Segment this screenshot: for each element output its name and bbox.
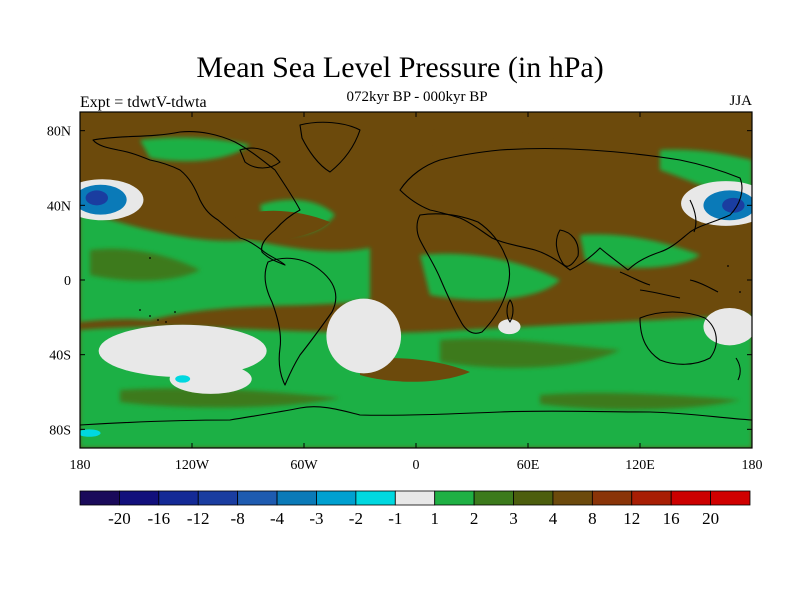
colorbar-swatch [316, 490, 357, 506]
colorbar-label: -2 [349, 509, 363, 528]
colorbar-label: -4 [270, 509, 285, 528]
north-pacific-low-west-core [85, 190, 109, 206]
y-tick-label: 0 [64, 274, 71, 289]
colorbar-swatch [355, 490, 396, 506]
colorbar-swatch [473, 490, 514, 506]
colorbar-label: -3 [309, 509, 323, 528]
colorbar-label: 4 [549, 509, 558, 528]
colorbar-label: 2 [470, 509, 479, 528]
x-tick-label: 60W [290, 458, 318, 473]
south-indian-decrease [498, 319, 521, 335]
colorbar-label: 12 [623, 509, 640, 528]
x-tick-label: 0 [413, 458, 420, 473]
colorbar-swatch [197, 490, 239, 506]
y-tick-label: 40S [49, 349, 71, 364]
x-tick-label: 60E [517, 458, 540, 473]
colorbar-swatch [237, 490, 278, 506]
y-tick-label: 80S [49, 423, 71, 438]
x-tick-label: 180 [742, 458, 763, 473]
x-tick-label: 120W [175, 458, 210, 473]
x-tick-label: 120E [625, 458, 655, 473]
colorbar-label: -16 [147, 509, 170, 528]
y-tick-label: 80N [47, 125, 71, 140]
y-tick-label: 40N [47, 199, 71, 214]
colorbar-swatch [710, 490, 751, 506]
south-pacific-cyan-spot [175, 375, 191, 383]
colorbar-swatch [158, 490, 199, 506]
y-axis: 80N 40N 0 40S 80S [47, 125, 752, 438]
strong-increase-zones [230, 128, 560, 382]
colorbar-label: -20 [108, 509, 131, 528]
colorbar-swatch [513, 490, 554, 506]
coastlines [80, 121, 752, 426]
south-pacific-decrease [98, 324, 267, 378]
colorbar-swatch [276, 490, 317, 506]
chart-title: Mean Sea Level Pressure (in hPa) [196, 51, 604, 84]
colorbar-label: -12 [187, 509, 210, 528]
x-axis: 180 120W 60W 0 60E 120E 180 [70, 112, 763, 473]
antarctic-cyan-spot [80, 429, 101, 437]
chart-subtitle: 072kyr BP - 000kyr BP [346, 89, 488, 105]
southwest-pacific-decrease [703, 308, 752, 346]
colorbar-swatch [670, 490, 711, 506]
colorbar-swatch [631, 490, 672, 506]
colorbar-label: 8 [588, 509, 597, 528]
colorbar: -20 -16 -12 -8 -4 -3 -2 -1 1 2 3 4 8 12 16 20 [79, 490, 751, 528]
southeast-pacific-decrease [169, 364, 252, 394]
colorbar-swatch [552, 490, 593, 506]
experiment-label: Expt = tdwtV-tdwta [80, 94, 207, 111]
colorbar-label: -1 [388, 509, 402, 528]
colorbar-label: 20 [702, 509, 719, 528]
x-tick-label: 180 [70, 458, 91, 473]
colorbar-swatch [119, 490, 160, 506]
south-atlantic-decrease [326, 298, 402, 374]
increase-zones [90, 248, 740, 410]
colorbar-swatch [394, 490, 436, 506]
island-markers [139, 257, 741, 323]
colorbar-label: 1 [430, 509, 439, 528]
season-label: JJA [729, 93, 752, 109]
colorbar-label: 3 [509, 509, 518, 528]
colorbar-label: 16 [663, 509, 680, 528]
colorbar-label: -8 [231, 509, 245, 528]
colorbar-swatch [434, 490, 475, 506]
colorbar-swatch [591, 490, 633, 506]
colorbar-swatch [79, 490, 120, 506]
